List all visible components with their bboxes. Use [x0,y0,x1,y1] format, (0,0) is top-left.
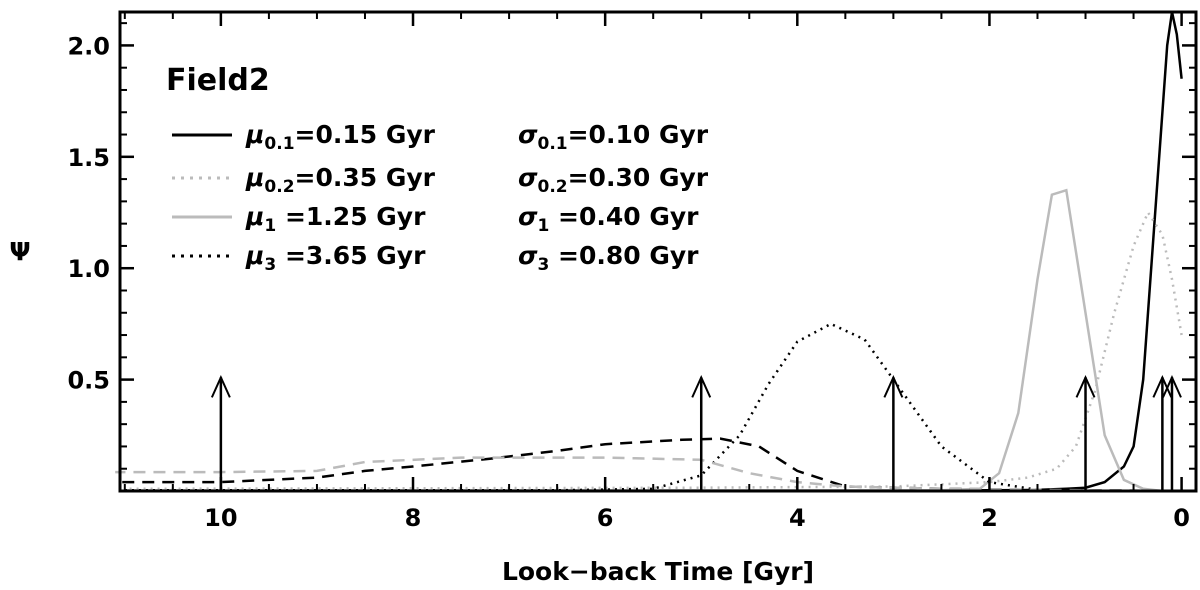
legend-entry-2: μ1 =1.25 Gyr σ1 =0.40 Gyr [172,202,699,236]
legend-mu-text: μ0.1=0.15 Gyr [245,120,436,154]
epoch-arrow-0 [210,374,231,491]
legend-entry-3: μ3 =3.65 Gyr σ3 =0.80 Gyr [172,241,699,275]
y-tick-label: 0.5 [67,367,110,395]
x-tick-label: 10 [204,504,237,532]
epoch-arrow-head [883,374,904,398]
legend-sigma-text: σ1 =0.40 Gyr [518,202,699,236]
legend-mu-text: μ1 =1.25 Gyr [245,202,426,236]
epoch-arrow-head [691,374,712,398]
legend-sigma-text: σ0.2=0.30 Gyr [518,163,709,197]
x-tick-label: 0 [1173,504,1190,532]
epoch-arrow-head [1075,374,1096,398]
legend: μ0.1=0.15 Gyr σ0.1=0.10 Gyr μ0.2=0.35 Gyr σ… [172,120,709,275]
epoch-arrow-head [1162,374,1182,398]
legend-entry-1: μ0.2=0.35 Gyr σ0.2=0.30 Gyr [172,163,709,197]
series-line-dashed-black [115,437,1182,493]
epoch-arrow-5 [1162,374,1182,491]
y-axis-label: Ψ [9,237,30,266]
ticks-layer: 10 8 6 4 2 0 0.5 1.0 1.5 2.0 [67,12,1196,532]
epoch-arrow-2 [883,374,904,491]
y-tick-label: 1.5 [67,144,110,172]
legend-entry-0: μ0.1=0.15 Gyr σ0.1=0.10 Gyr [172,120,709,154]
x-tick-label: 4 [789,504,806,532]
epoch-arrow-4 [1152,374,1173,491]
series-line-dashed-gray [115,456,1182,493]
x-tick-label: 6 [597,504,614,532]
epoch-arrow-3 [1075,374,1096,491]
panel-label: Field2 [166,63,270,98]
x-axis-label: Look−back Time [Gyr] [502,557,814,586]
legend-sigma-text: σ0.1=0.10 Gyr [518,120,709,154]
x-tick-label: 8 [405,504,422,532]
legend-mu-text: μ3 =3.65 Gyr [245,241,426,275]
epoch-arrow-head [210,374,231,398]
x-tick-label: 2 [981,504,998,532]
legend-sigma-text: σ3 =0.80 Gyr [518,241,699,275]
epoch-arrow-head [1152,374,1173,398]
legend-mu-text: μ0.2=0.35 Gyr [245,163,436,197]
plot-frame [118,10,1198,493]
arrows-layer [210,374,1182,491]
epoch-arrow-1 [691,374,712,491]
y-tick-label: 1.0 [67,255,110,283]
series-line-dotted-black [124,322,1038,492]
y-tick-label: 2.0 [67,32,110,60]
series-line-solid-gray [124,188,1163,493]
